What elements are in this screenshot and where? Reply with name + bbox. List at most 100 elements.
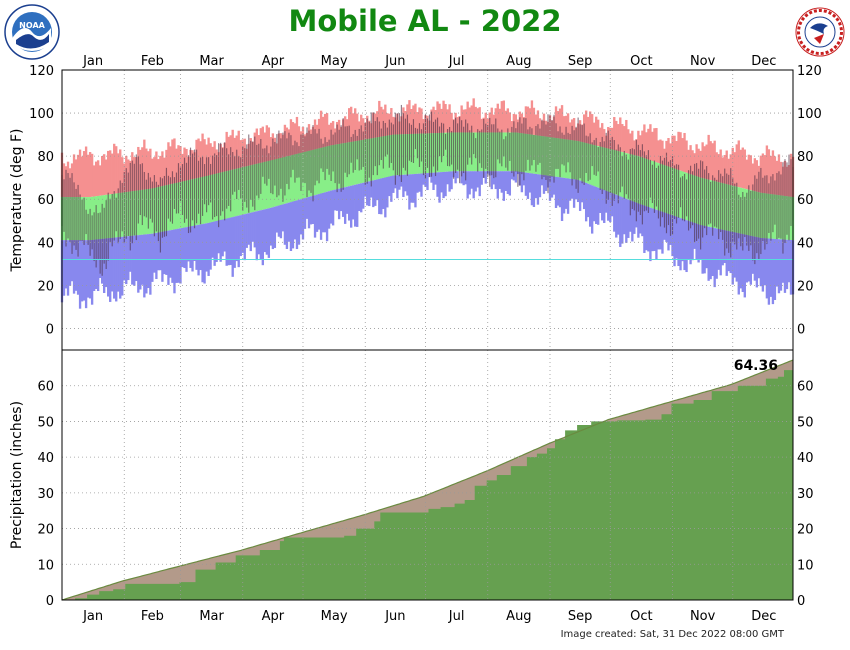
record-high-bar <box>201 133 204 177</box>
observed-bar <box>85 209 87 235</box>
observed-bar <box>216 155 218 217</box>
record-low-bar <box>613 194 616 232</box>
record-high-bar <box>436 101 439 134</box>
observed-bar <box>127 172 129 236</box>
record-low-bar <box>691 222 694 261</box>
normal-range-bar <box>263 161 267 210</box>
observed-bar <box>280 138 282 189</box>
record-low-bar <box>145 234 148 294</box>
observed-bar <box>364 123 366 185</box>
record-low-bar <box>673 216 676 267</box>
normal-range-bar <box>444 132 447 172</box>
observed-bar <box>185 162 188 219</box>
observed-bar <box>569 134 571 173</box>
record-high-bar <box>671 135 674 168</box>
observed-bar <box>224 142 226 221</box>
record-low-bar <box>135 235 138 282</box>
record-high-bar <box>420 108 423 134</box>
record-low-bar <box>175 229 178 283</box>
record-low-bar <box>345 186 349 214</box>
observed-bar <box>440 122 443 163</box>
observed-bar <box>746 192 748 246</box>
record-low-bar <box>643 205 646 253</box>
record-high-bar <box>719 149 722 183</box>
record-high-bar <box>197 138 200 178</box>
record-high-bar <box>450 112 453 133</box>
observed-bar <box>645 155 647 211</box>
record-low-bar <box>139 234 142 290</box>
observed-bar <box>573 130 575 180</box>
precip-ytick-left: 40 <box>37 451 54 466</box>
normal-range-bar <box>386 135 389 177</box>
observed-bar <box>513 121 515 177</box>
observed-bar <box>177 163 180 214</box>
record-high-bar <box>657 140 660 164</box>
observed-bar <box>653 160 656 213</box>
record-low-bar <box>436 172 439 197</box>
record-low-bar <box>687 220 690 260</box>
record-high-bar <box>647 128 650 160</box>
record-low-bar <box>368 181 371 207</box>
record-high-bar <box>649 124 652 161</box>
normal-range-bar <box>267 160 271 209</box>
record-high-bar <box>645 132 648 159</box>
record-low-bar <box>275 206 279 233</box>
observed-bar <box>348 125 350 175</box>
observed-bar <box>324 137 326 181</box>
observed-bar <box>724 168 726 256</box>
record-low-bar <box>376 179 379 201</box>
observed-bar <box>714 177 716 227</box>
record-low-bar <box>765 238 769 299</box>
precip-ytick-right: 30 <box>797 487 814 502</box>
record-low-bar <box>510 171 514 180</box>
record-low-bar <box>343 187 347 224</box>
record-low-bar <box>769 238 773 297</box>
observed-bar <box>354 129 356 170</box>
observed-bar <box>637 144 639 212</box>
observed-bar <box>222 148 224 212</box>
record-high-bar <box>643 124 646 159</box>
record-low-bar <box>279 204 283 239</box>
observed-bar <box>565 126 567 173</box>
observed-bar <box>380 128 382 161</box>
observed-bar <box>256 144 258 196</box>
observed-bar <box>728 174 730 253</box>
observed-bar <box>388 119 390 168</box>
record-high-bar <box>655 128 658 163</box>
record-high-bar <box>599 127 602 147</box>
record-high-bar <box>209 143 212 176</box>
observed-bar <box>621 155 623 187</box>
precip-ytick-right: 40 <box>797 451 814 466</box>
record-high-bar <box>161 151 164 187</box>
temp-ytick-left: 40 <box>37 236 54 251</box>
observed-bar <box>107 192 109 261</box>
record-high-bar <box>631 130 634 155</box>
record-high-bar <box>76 154 80 198</box>
record-low-bar <box>474 171 477 192</box>
record-low-bar <box>137 235 140 293</box>
observed-bar <box>521 123 523 175</box>
observed-bar <box>527 129 529 160</box>
observed-bar <box>774 180 776 225</box>
record-high-bar <box>227 136 230 171</box>
observed-bar <box>481 129 483 168</box>
record-low-bar <box>257 210 260 255</box>
record-low-bar <box>410 174 413 203</box>
observed-bar <box>260 138 262 194</box>
record-low-bar <box>675 216 678 259</box>
record-high-bar <box>683 132 686 173</box>
record-high-bar <box>119 149 122 193</box>
month-label-bottom: Sep <box>568 609 593 624</box>
observed-bar <box>515 128 517 172</box>
record-high-bar <box>109 150 112 195</box>
observed-bar <box>487 125 489 178</box>
record-high-bar <box>709 141 712 181</box>
observed-bar <box>432 121 435 167</box>
record-low-bar <box>307 196 311 229</box>
record-high-bar <box>267 127 271 161</box>
record-low-bar <box>619 196 622 247</box>
record-high-bar <box>673 135 676 169</box>
observed-bar <box>489 117 491 187</box>
observed-bars <box>61 104 794 276</box>
record-high-bar <box>554 106 558 139</box>
